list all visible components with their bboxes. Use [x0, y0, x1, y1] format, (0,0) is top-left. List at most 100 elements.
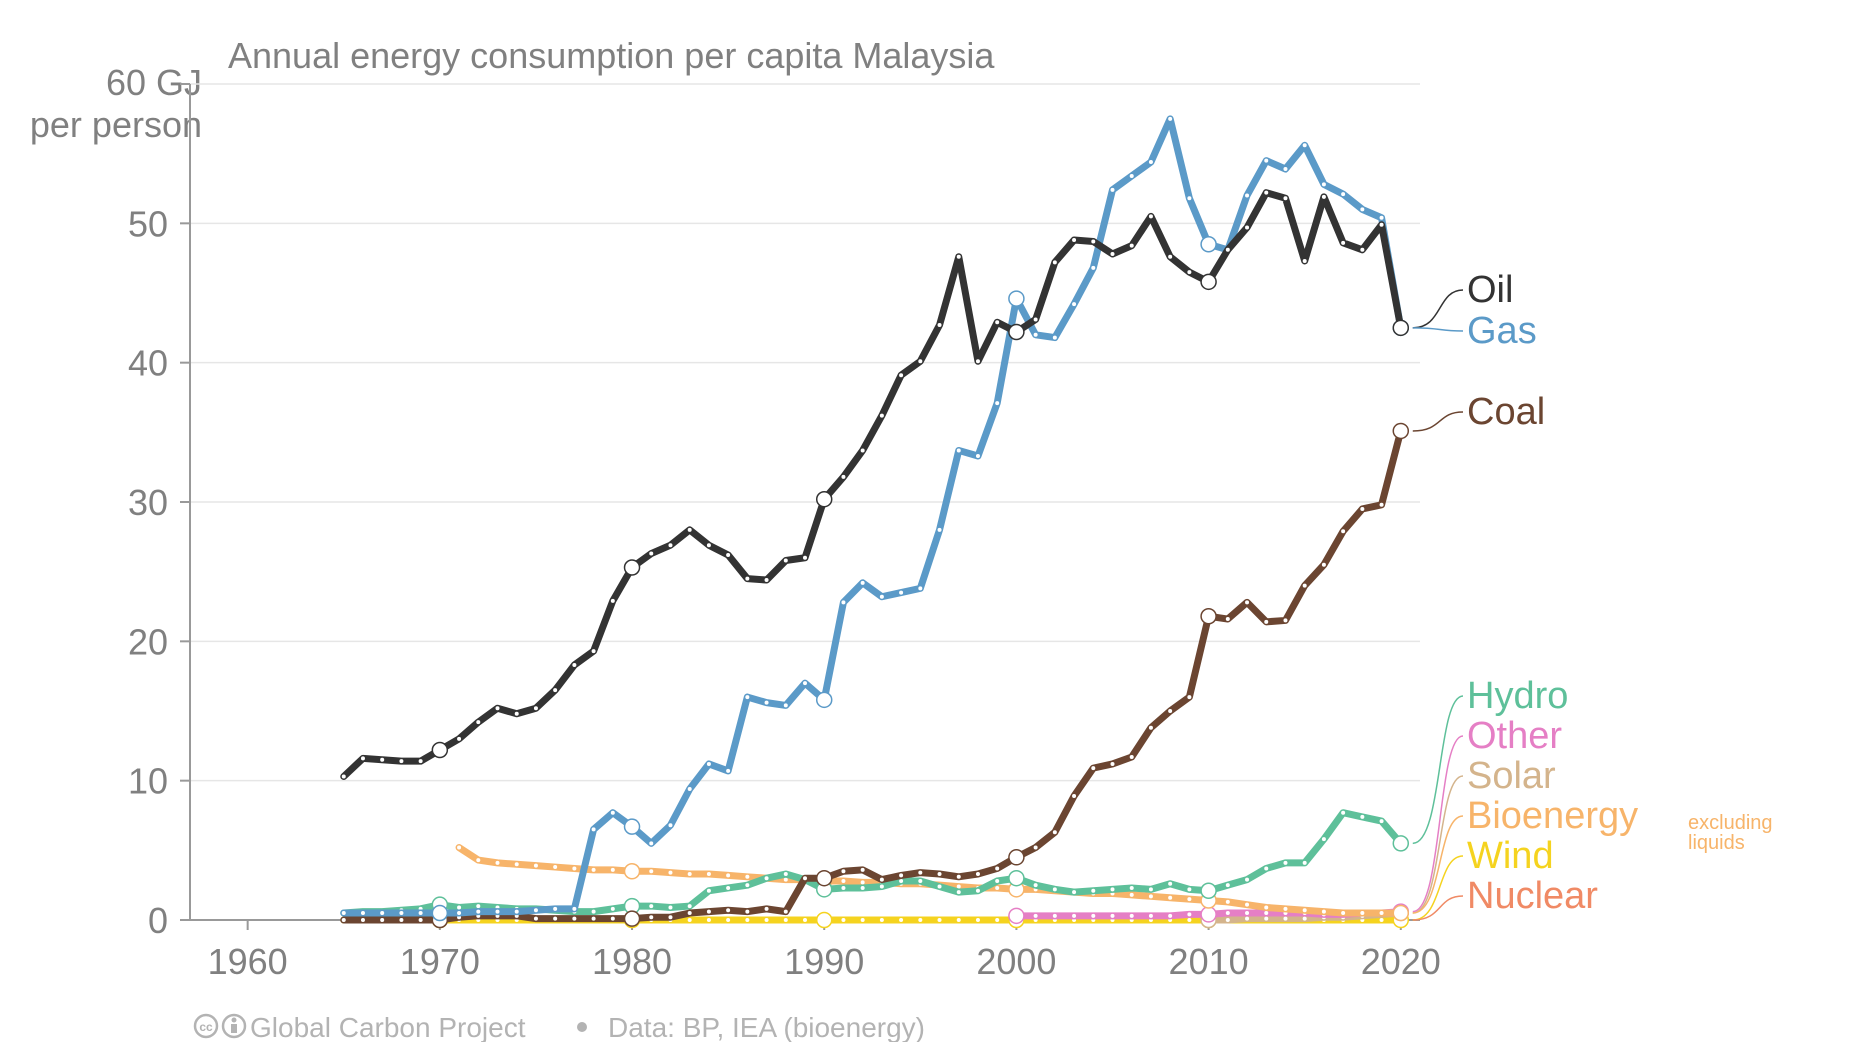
gas-point	[1091, 265, 1096, 270]
coal-point	[879, 877, 884, 882]
gas-point	[899, 590, 904, 595]
hydro-point	[1008, 869, 1025, 887]
hydro-point	[476, 904, 481, 909]
gas-point	[431, 904, 449, 922]
coal-point	[815, 869, 833, 887]
gas-point	[937, 527, 942, 532]
wind-point	[687, 918, 692, 922]
hydro-point	[1033, 883, 1038, 888]
series-lines	[340, 115, 1410, 929]
cc-icon: cc	[193, 1013, 219, 1039]
nuclear-connector	[1412, 895, 1464, 921]
oil-point	[476, 720, 481, 725]
gas-point	[1321, 182, 1326, 187]
coal-point	[1052, 830, 1057, 835]
hydro-point	[591, 909, 596, 914]
hydro-point	[1091, 888, 1096, 893]
y-tick-label: 20	[128, 621, 168, 662]
solar-point	[1283, 916, 1288, 921]
bioenergy-point	[1283, 906, 1288, 911]
oil-point	[1110, 251, 1115, 256]
other-point	[1033, 913, 1038, 918]
gas-point	[879, 594, 884, 599]
wind-point	[841, 918, 846, 922]
hydro-point	[1302, 860, 1307, 865]
x-tick-label: 2010	[1169, 941, 1249, 982]
y-axis-top-label: 60 GJ	[106, 62, 202, 103]
bioenergy-point	[783, 877, 788, 882]
other-label: Other	[1467, 715, 1562, 757]
gas-point	[1110, 187, 1115, 192]
hydro-point	[1321, 837, 1326, 842]
oil-point	[1379, 222, 1384, 227]
hydro-point	[1168, 881, 1173, 886]
footer-org: Global Carbon Project	[250, 1012, 526, 1042]
wind-point	[937, 918, 942, 922]
oil-point	[687, 527, 692, 532]
solar-point	[1225, 918, 1230, 922]
hydro-point	[687, 904, 692, 909]
gas-point	[726, 768, 731, 773]
coal-point	[745, 909, 750, 914]
gas-point	[418, 911, 423, 916]
oil-point	[879, 413, 884, 418]
y-tick-label: 50	[128, 203, 168, 244]
other-point	[1225, 911, 1230, 916]
bioenergy-point	[1341, 911, 1346, 916]
other-point	[1129, 913, 1134, 918]
bioenergy-point	[610, 867, 615, 872]
coal-point	[1008, 849, 1025, 866]
gas-point	[975, 454, 980, 459]
coal-point	[1129, 754, 1134, 759]
gas-point	[1341, 192, 1346, 197]
coal-point	[553, 916, 558, 921]
oil-point	[975, 359, 980, 364]
bioenergy-point	[995, 885, 1000, 890]
bioenergy-point	[956, 884, 961, 889]
gas-point	[1245, 193, 1250, 198]
coal-point	[995, 866, 1000, 871]
hydro-point	[1264, 866, 1269, 871]
gas-point	[1187, 196, 1192, 201]
oil-point	[706, 543, 711, 548]
bioenergy-point	[1168, 895, 1173, 900]
oil-point	[553, 688, 558, 693]
bioenergy-point	[706, 872, 711, 877]
oil-point	[495, 706, 500, 711]
gas-point	[956, 448, 961, 453]
oil-point	[783, 558, 788, 563]
oil-connector	[1412, 289, 1464, 329]
other-point	[1168, 913, 1173, 918]
oil-point	[1168, 254, 1173, 259]
gas-point	[668, 823, 673, 828]
coal-point	[764, 906, 769, 911]
oil-point	[1245, 225, 1250, 230]
gas-point	[341, 911, 346, 916]
oil-point	[668, 543, 673, 548]
other-point	[1187, 912, 1192, 917]
oil-point	[726, 552, 731, 557]
oil-label: Oil	[1467, 269, 1513, 311]
wind-label: Wind	[1467, 835, 1554, 877]
wind-point	[879, 918, 884, 922]
coal-point	[1283, 618, 1288, 623]
coal-point	[399, 918, 404, 922]
gas-point	[1008, 290, 1025, 307]
wind-connector	[1412, 855, 1464, 921]
gas-point	[1033, 332, 1038, 337]
gas-point	[764, 700, 769, 705]
bioenergy-point	[591, 867, 596, 872]
coal-point	[649, 915, 654, 920]
hydro-connector	[1412, 695, 1464, 845]
other-point	[1052, 913, 1057, 918]
coal-point	[380, 918, 385, 922]
gas-point	[1129, 173, 1134, 178]
hydro-point	[783, 872, 788, 877]
other-point	[1264, 911, 1269, 916]
bioenergy-point	[476, 858, 481, 863]
gas-point	[360, 911, 365, 916]
hydro-point	[610, 906, 615, 911]
coal-point	[1264, 619, 1269, 624]
coal-point	[668, 915, 673, 920]
coal-point	[623, 910, 641, 927]
